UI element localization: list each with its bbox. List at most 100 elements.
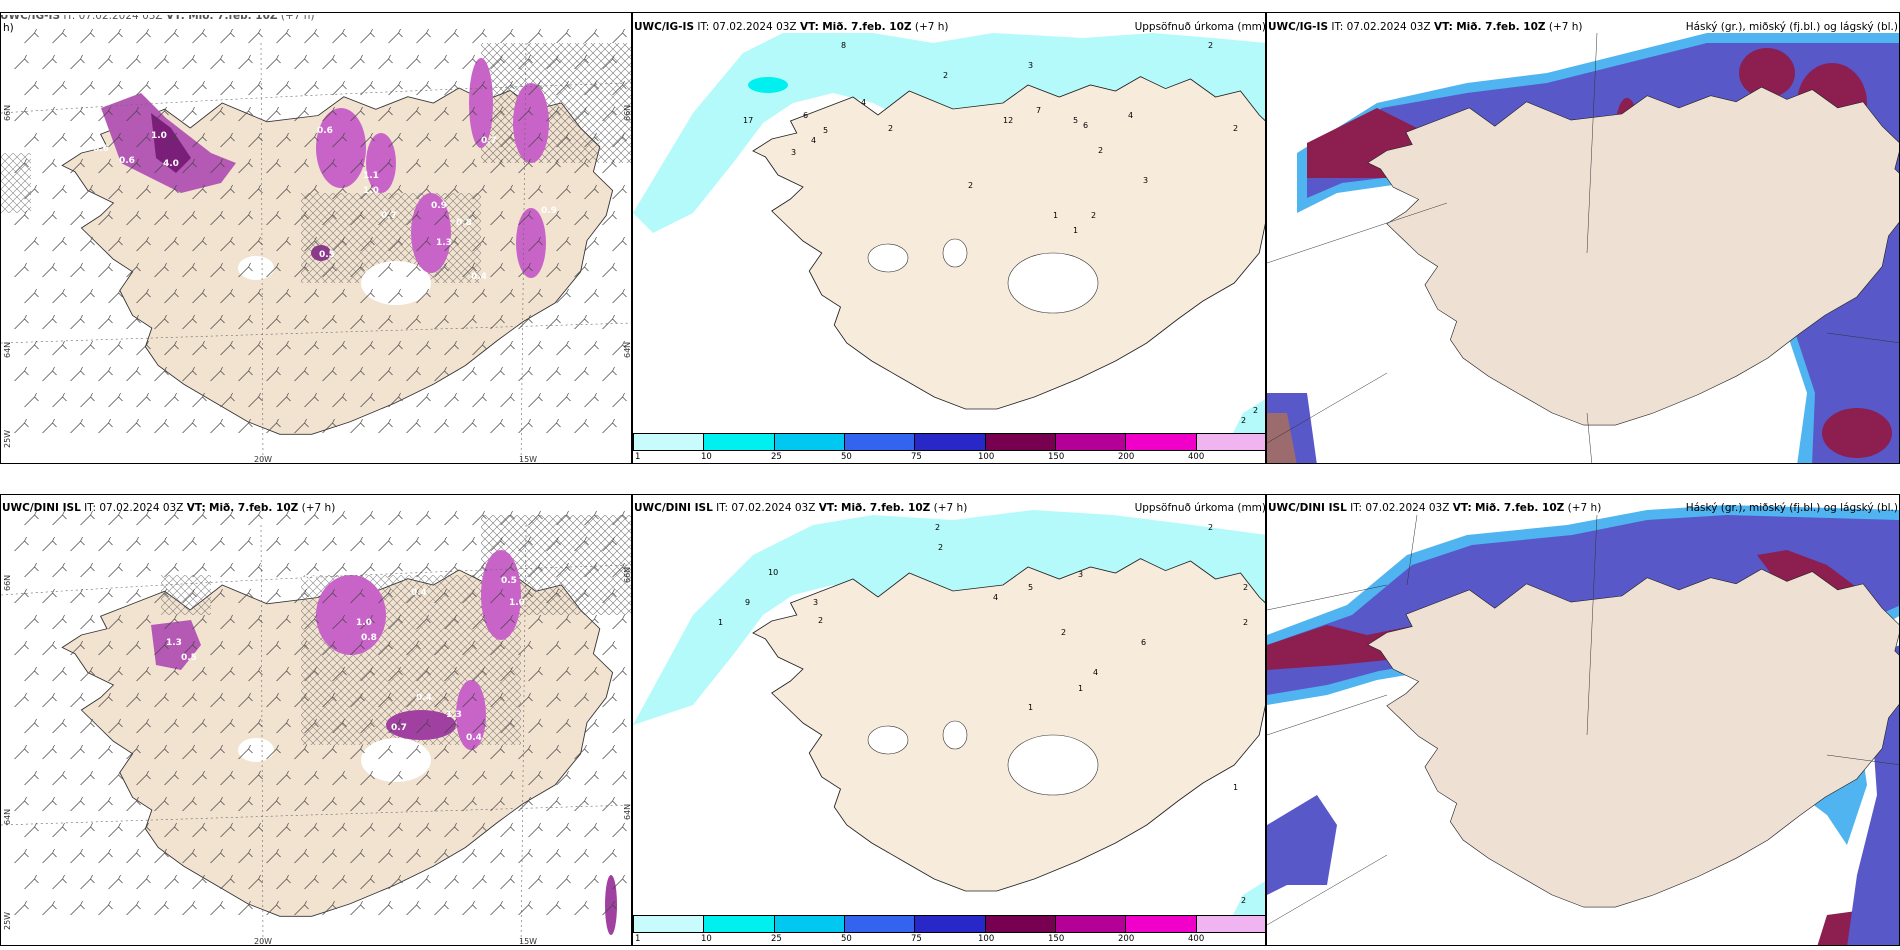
wind-barb bbox=[52, 392, 67, 408]
wind-barb bbox=[584, 510, 599, 526]
wind-barb bbox=[388, 510, 403, 526]
wind-barb bbox=[416, 562, 431, 578]
wind-barb bbox=[220, 718, 235, 734]
wind-barb bbox=[24, 562, 39, 578]
precip-value: 2 bbox=[888, 124, 893, 133]
wind-barb bbox=[546, 210, 561, 226]
wind-barb bbox=[304, 236, 319, 252]
wind-barb bbox=[210, 210, 225, 226]
wind-barb bbox=[462, 366, 477, 382]
precip-value: 3 bbox=[813, 598, 818, 607]
wind-barb bbox=[42, 366, 57, 382]
wind-barb bbox=[350, 536, 365, 552]
wind-barb bbox=[602, 210, 617, 226]
wind-barb bbox=[500, 770, 515, 786]
wind-barb bbox=[490, 54, 505, 70]
wind-barb bbox=[612, 822, 627, 838]
wind-barb bbox=[584, 614, 599, 630]
precip-value: 2 bbox=[1233, 124, 1238, 133]
wind-barb bbox=[42, 54, 57, 70]
wind-barb bbox=[462, 744, 477, 760]
it-label: IT: bbox=[84, 502, 97, 514]
precip-value: 6 bbox=[1141, 638, 1146, 647]
wind-barb bbox=[388, 288, 403, 304]
wind-barb bbox=[416, 510, 431, 526]
wind-barb bbox=[518, 158, 533, 174]
wind-barb bbox=[248, 80, 263, 96]
colorbar-tick: 10 bbox=[701, 452, 712, 462]
wind-barb bbox=[192, 132, 207, 148]
valid-time: Mið. 7.feb. 10Z bbox=[1456, 21, 1546, 33]
wind-barb bbox=[322, 640, 337, 656]
colorbar-bin bbox=[704, 434, 775, 450]
panel-header-top-right: UWC/IG-IS IT: 07.02.2024 03Z VT: Mið. 7.… bbox=[1268, 21, 1583, 34]
wind-barb bbox=[294, 262, 309, 278]
wind-barb bbox=[350, 796, 365, 812]
init-time: 07.02.2024 03Z bbox=[712, 21, 797, 33]
wind-barb bbox=[220, 874, 235, 890]
wind-barb bbox=[378, 796, 393, 812]
map-panel-bottom-left: 1.3 0.5 0.9 1.0 0.8 0.4 0.5 1.0 0.4 0.7 … bbox=[0, 494, 632, 946]
precip-value: 4 bbox=[993, 593, 998, 602]
wind-barb bbox=[24, 80, 39, 96]
wind-barb bbox=[52, 510, 67, 526]
wind-barb bbox=[304, 340, 319, 356]
precip-value: 1 bbox=[718, 618, 723, 627]
wind-barb bbox=[192, 80, 207, 96]
wind-barb bbox=[126, 106, 141, 122]
panel-title-top-right: Háský (gr.), miðský (fj.bl.) og lágský (… bbox=[1685, 21, 1898, 33]
wind-barb bbox=[462, 262, 477, 278]
wind-barb bbox=[490, 106, 505, 122]
wind-barb bbox=[350, 692, 365, 708]
wind-barb bbox=[98, 262, 113, 278]
wind-barb bbox=[276, 340, 291, 356]
wind-barb bbox=[444, 614, 459, 630]
wind-barb bbox=[70, 158, 85, 174]
wind-barb bbox=[350, 848, 365, 864]
wind-barb bbox=[210, 536, 225, 552]
init-time: 07.02.2024 03Z bbox=[78, 10, 163, 22]
wind-barb bbox=[276, 28, 291, 44]
precip-value: 2 bbox=[818, 616, 823, 625]
wind-barb bbox=[528, 28, 543, 44]
wind-barb bbox=[332, 80, 347, 96]
wind-barb bbox=[584, 80, 599, 96]
wind-barb bbox=[350, 744, 365, 760]
wind-barb bbox=[220, 80, 235, 96]
wind-barb bbox=[70, 848, 85, 864]
wind-barb bbox=[360, 666, 375, 682]
wind-barb bbox=[490, 158, 505, 174]
wind-barb bbox=[98, 796, 113, 812]
wind-barb bbox=[546, 900, 561, 916]
wind-barb bbox=[444, 288, 459, 304]
lat-label-64n: 64N bbox=[3, 341, 12, 358]
colorbar-tick: 75 bbox=[911, 934, 922, 944]
wind-barb bbox=[444, 874, 459, 890]
wind-barb bbox=[266, 744, 281, 760]
wind-barb bbox=[462, 314, 477, 330]
lat-label-64n-right: 64N bbox=[623, 803, 632, 820]
precip-value: 6 bbox=[803, 111, 808, 120]
it-label: IT: bbox=[1331, 21, 1344, 33]
wind-barb bbox=[182, 366, 197, 382]
it-label: IT: bbox=[1350, 502, 1363, 514]
wind-barb bbox=[416, 614, 431, 630]
wind-barb bbox=[182, 796, 197, 812]
wind-barb bbox=[490, 418, 505, 434]
wind-barb bbox=[472, 562, 487, 578]
wind-barb bbox=[518, 54, 533, 70]
snow-value-label: 1.3 bbox=[446, 710, 462, 720]
wind-barb bbox=[528, 666, 543, 682]
wind-barb bbox=[164, 510, 179, 526]
wind-barb bbox=[14, 588, 29, 604]
precip-value: 1 bbox=[1053, 211, 1058, 220]
wind-barb bbox=[360, 770, 375, 786]
wind-barb bbox=[238, 366, 253, 382]
wind-barb bbox=[574, 262, 589, 278]
wind-barb bbox=[266, 640, 281, 656]
wind-barb bbox=[388, 614, 403, 630]
colorbar-bin bbox=[915, 434, 986, 450]
wind-barb bbox=[98, 366, 113, 382]
wind-barb bbox=[528, 132, 543, 148]
wind-barb bbox=[304, 392, 319, 408]
